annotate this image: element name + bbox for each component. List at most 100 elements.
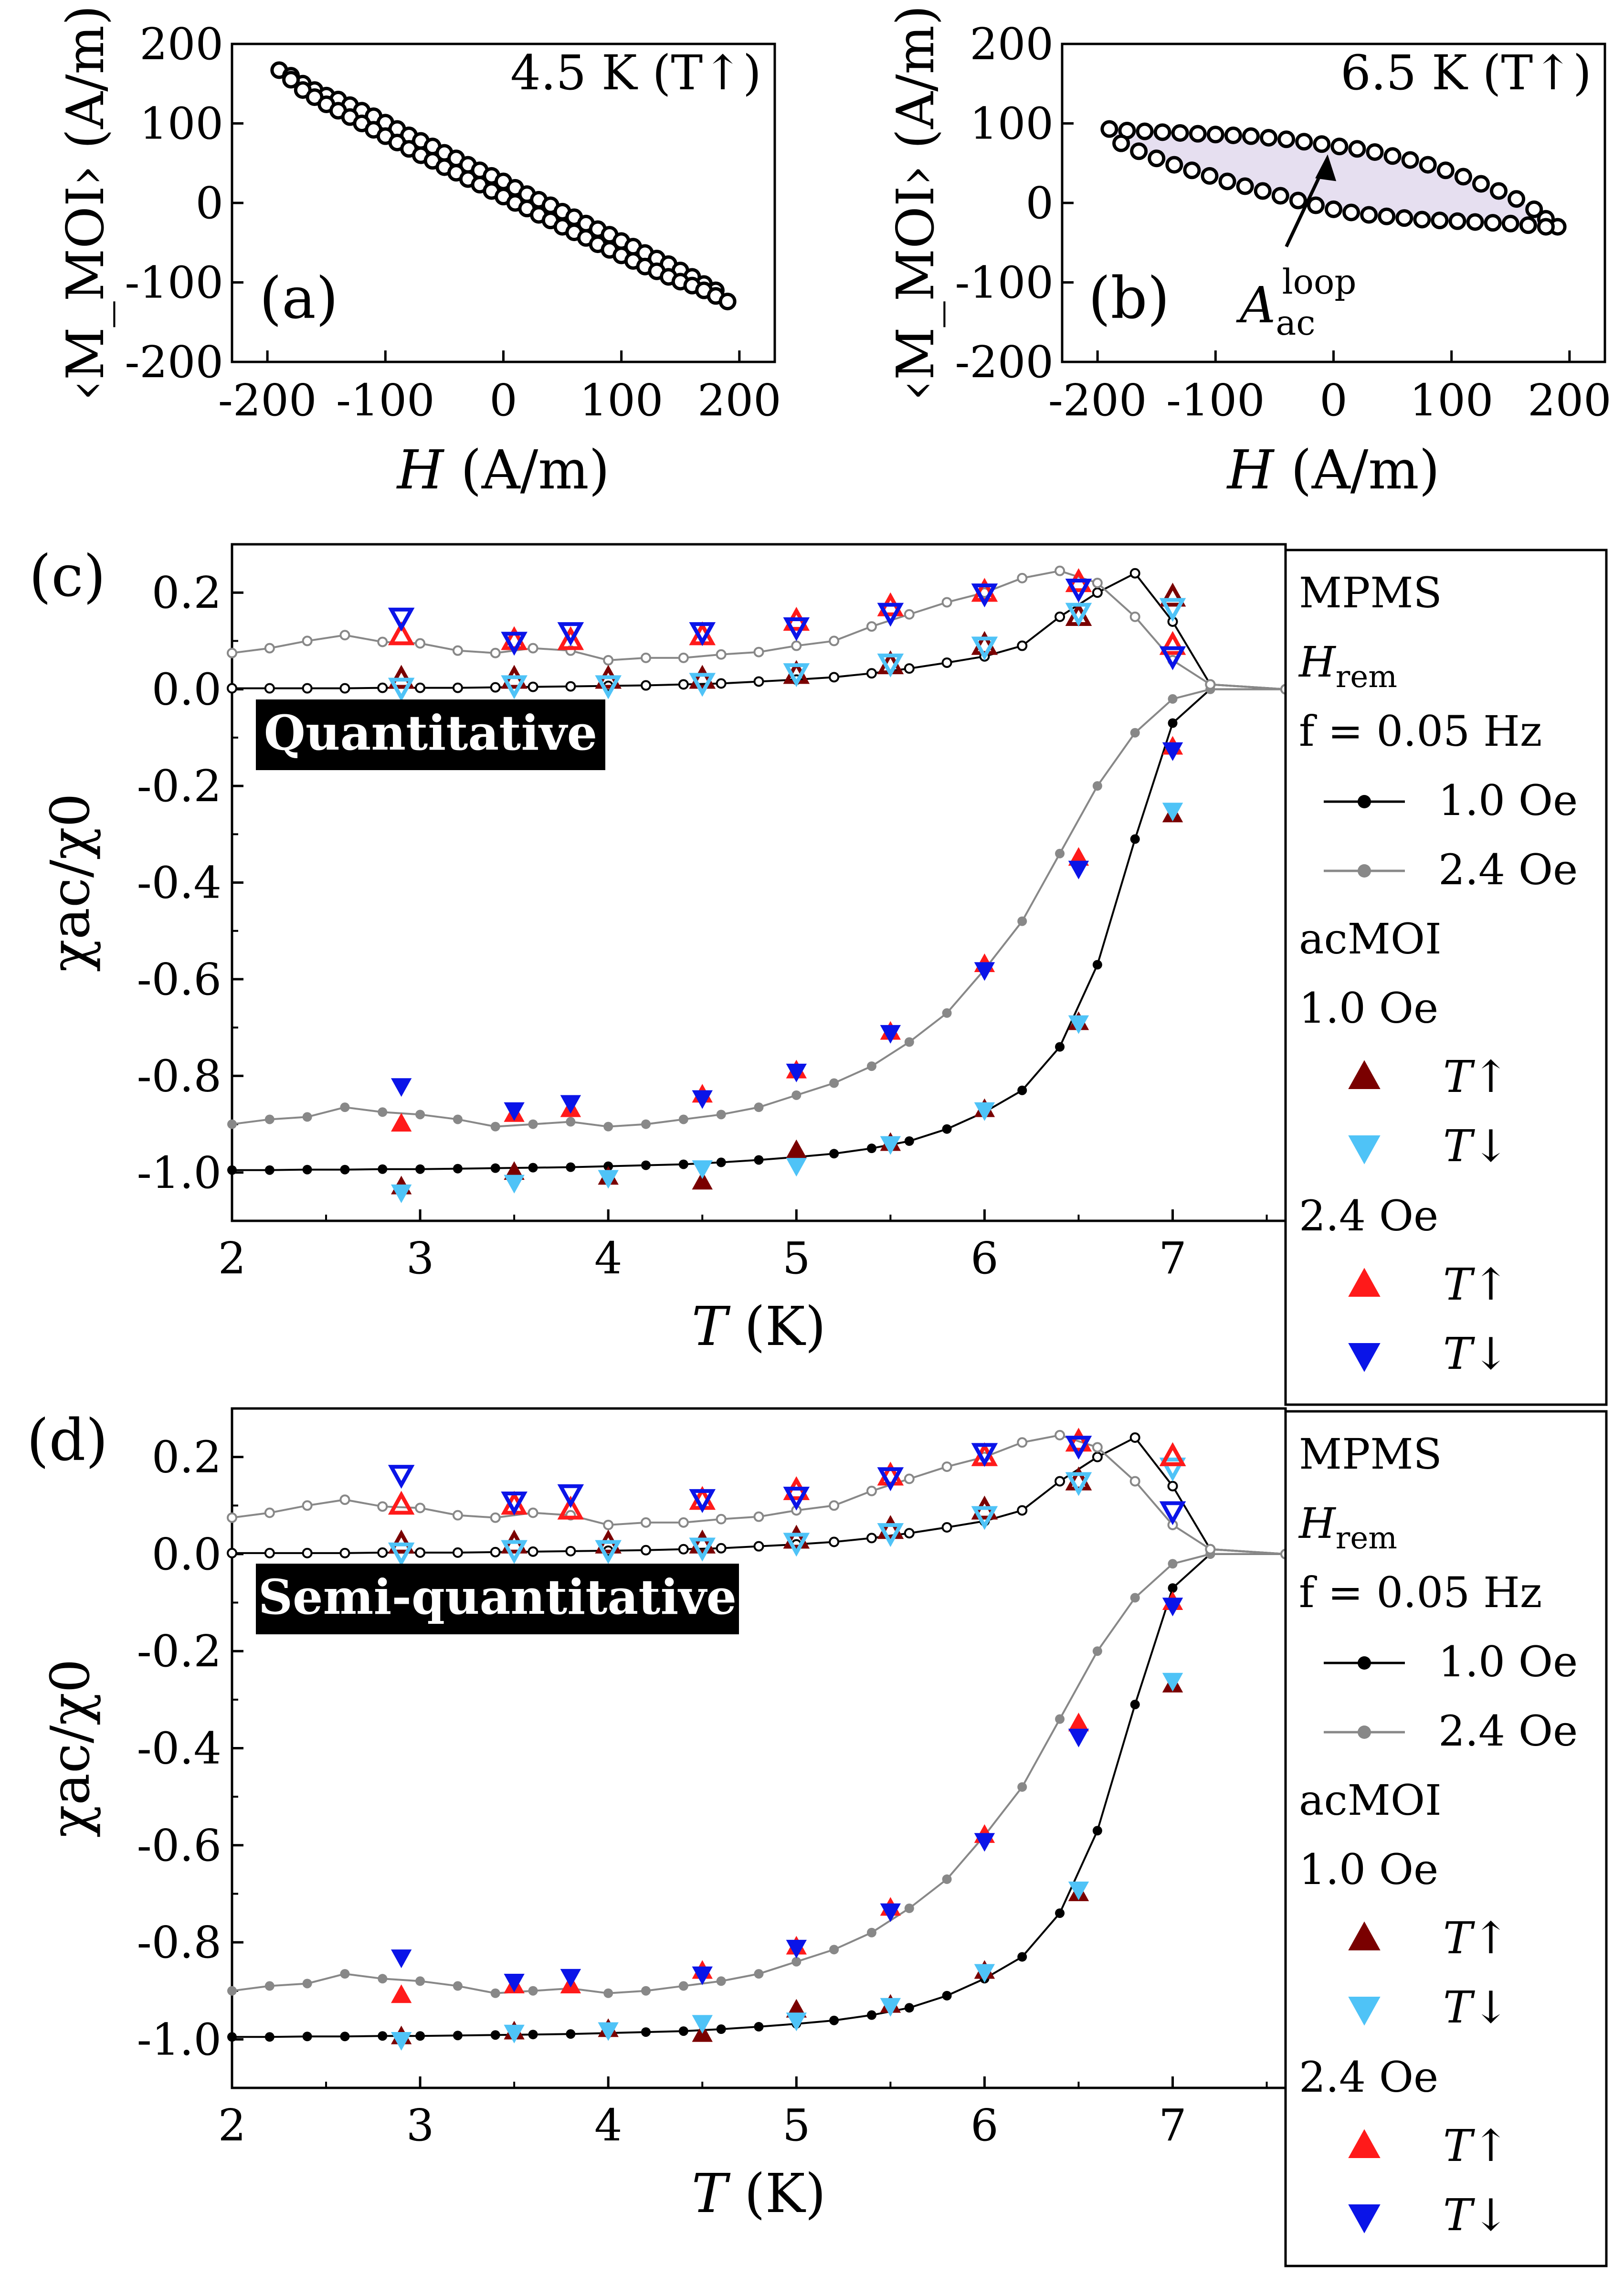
mpms-point-imag [1129,1432,1140,1443]
mpms-point [716,1976,726,1986]
temperature-annotation: 6.5 K (T↑) [1340,45,1592,101]
x-tick-label: 3 [406,2100,434,2151]
loop-point [1206,126,1224,144]
mpms-point [791,1090,801,1100]
mpms-point-imag [904,663,915,674]
mpms-point [641,1986,651,1996]
mpms-point-imag [1017,572,1028,583]
loop-point [1165,156,1183,174]
mpms-point [904,2003,914,2013]
mpms-point-imag [264,643,275,654]
y-tick-label: -0.8 [137,1917,221,1968]
mpms-point-imag [603,1519,614,1530]
mpms-point-imag [829,1500,840,1511]
mpms-point [227,1165,237,1175]
loop-point [718,292,737,310]
legend-acmoi: acMOI [1299,1776,1442,1825]
mpms-point-imag [227,1512,237,1523]
acmoi-marker-imag [501,1540,527,1564]
mpms-point [641,1160,651,1170]
mpms-point [302,1979,312,1989]
mpms-point [904,1136,914,1146]
acmoi-marker [786,2012,807,2032]
mpms-point-imag [264,1507,275,1518]
mpms-point [264,1981,274,1991]
y-tick-label: -100 [955,257,1054,308]
mpms-point-imag [716,678,727,689]
mpms-point [829,1945,839,1955]
acmoi-marker-imag [1159,646,1186,670]
mpms-point [340,1164,350,1175]
mpms-point [1017,1952,1027,1962]
mpms-point [904,1903,914,1913]
mpms-point [1130,728,1140,738]
mpms-point [678,1114,688,1124]
plot-frame [231,1407,1287,2089]
loop-point [1148,149,1166,168]
legend-marker [1348,1996,1381,2026]
mpms-point-imag [716,1543,727,1554]
mpms-point-imag [302,1547,313,1558]
legend-marker [1348,2129,1381,2159]
mpms-point-imag [941,597,952,608]
acmoi-marker [786,1063,807,1082]
mpms-line-imag [232,1436,1286,1555]
mpms-point-imag [527,681,538,692]
loop-point [1254,182,1272,200]
loop-point [1236,177,1254,195]
plot-frame [231,543,1287,1222]
y-axis-label: χac/χ0 [40,793,102,972]
mpms-point [453,1164,463,1174]
loop-point [1348,140,1366,158]
mpms-point-imag [527,643,538,654]
mpms-point-imag [603,655,614,666]
acmoi-marker-imag [557,1495,584,1520]
mpms-point-imag [753,1511,764,1522]
mpms-point [566,2029,576,2039]
mpms-point [302,2032,312,2042]
mpms-point [1055,1714,1065,1724]
x-tick-label: 5 [782,2100,811,2151]
loop-point [1413,211,1431,229]
loop-point [1436,161,1455,180]
y-tick-label: 100 [970,98,1054,149]
acmoi-marker [974,1833,995,1852]
panel-label: (d) [27,1408,108,1474]
acmoi-marker [390,1112,412,1132]
method-badge [256,699,605,770]
mpms-point [1092,960,1102,970]
mpms-point [490,1122,500,1132]
acmoi-marker [692,2015,713,2034]
method-badge [256,1564,739,1634]
acmoi-marker-imag [783,663,810,688]
mpms-point [566,1162,576,1172]
mpms-point-imag [452,645,463,656]
legend-group-1: 1.0 Oe [1299,1845,1438,1894]
acmoi-marker [1162,1598,1183,1617]
mpms-point-imag [904,1528,915,1539]
mpms-point-imag [227,647,237,658]
acmoi-marker-imag [783,1486,810,1511]
legend-marker [1348,1268,1381,1297]
legend-tup: T↑ [1443,1913,1509,1964]
acmoi-marker-imag [388,678,415,702]
acmoi-marker-imag [971,636,998,661]
panel-label: (b) [1088,265,1170,332]
acmoi-marker [974,1964,995,1983]
mpms-point [490,1988,500,1998]
mpms-point [754,1102,764,1112]
mpms-point [942,1874,952,1884]
mpms-point-imag [1092,1451,1103,1462]
acmoi-marker-imag [971,583,998,608]
acmoi-marker-imag [689,1489,716,1513]
mpms-point-imag [753,646,764,657]
mpms-point-imag [829,1536,840,1547]
loop-point [1295,133,1313,151]
mpms-point-imag [565,1546,576,1556]
loop-point [1484,214,1502,232]
mpms-point-imag [527,1507,538,1518]
loop-point [1360,206,1378,224]
mpms-point-imag [339,683,350,694]
acmoi-marker-imag [1159,598,1186,622]
